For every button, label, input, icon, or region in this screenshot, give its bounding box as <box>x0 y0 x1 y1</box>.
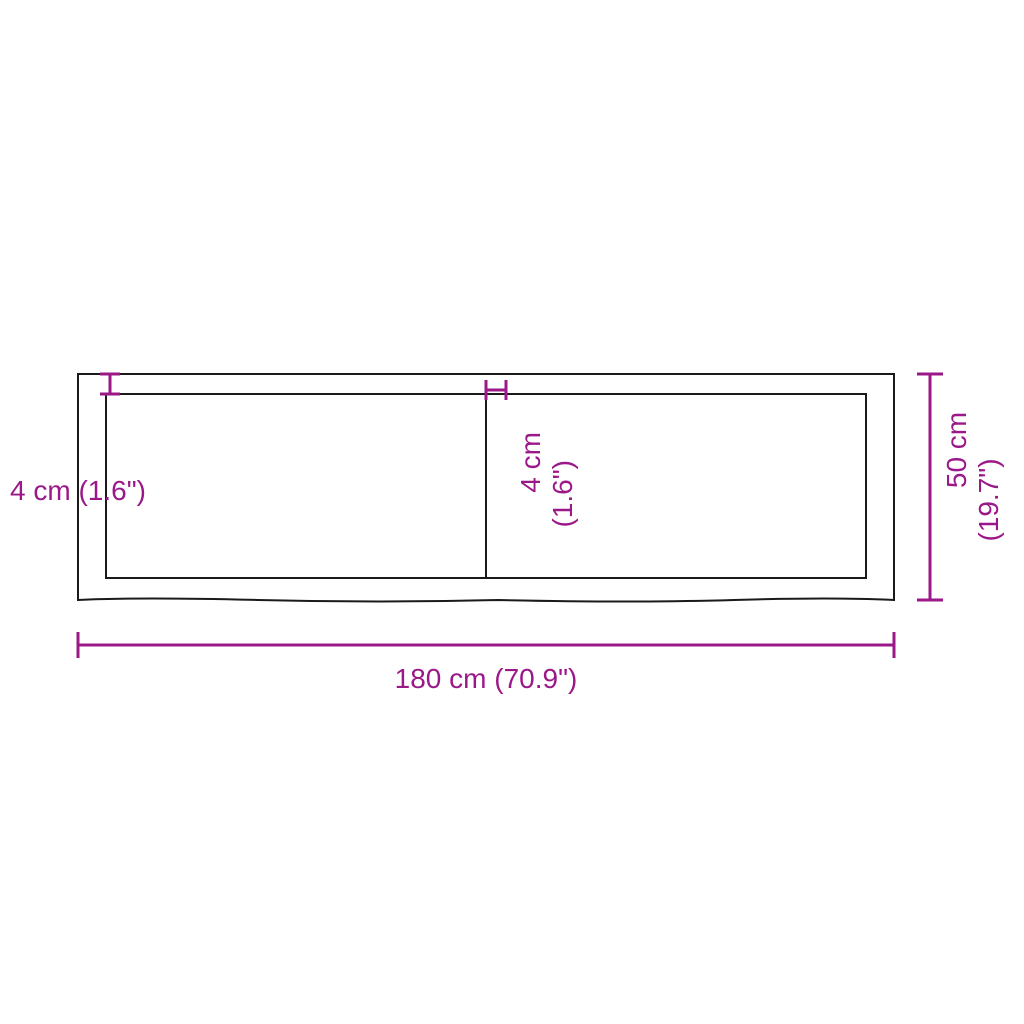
dim-width-label: 180 cm (70.9") <box>395 663 578 694</box>
dim-height-label-cm: 50 cm <box>941 412 972 488</box>
dimension-diagram: 180 cm (70.9") 50 cm(19.7") 4 cm (1.6") 4 c… <box>0 0 1024 1024</box>
dim-gap-center-label-cm: 4 cm <box>515 432 546 493</box>
dim-gap-center-label-in: (1.6") <box>547 460 578 528</box>
dim-gap-left-label: 4 cm (1.6") <box>10 475 146 506</box>
dim-height-label-in: (19.7") <box>973 458 1004 541</box>
